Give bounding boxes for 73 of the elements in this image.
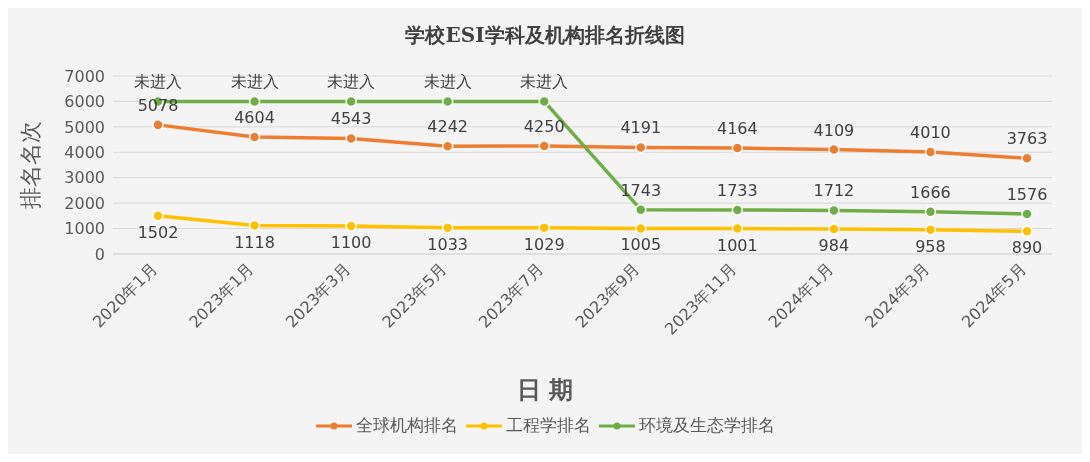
point (1021, 225, 1033, 238)
point (731, 142, 744, 154)
data-label: 4109 (813, 120, 855, 140)
point (924, 205, 937, 218)
y-tick-label: 2000 (64, 193, 105, 213)
data-label: 1502 (137, 222, 179, 242)
point (152, 210, 164, 222)
point (924, 146, 937, 158)
y-axis-title: 排名名次 (17, 121, 43, 209)
data-label: 3763 (1006, 129, 1048, 149)
point (152, 119, 164, 131)
data-label: 1001 (716, 235, 758, 255)
point (731, 204, 744, 216)
data-label: 1666 (910, 182, 951, 202)
point (828, 143, 840, 156)
data-label: 1005 (620, 235, 662, 255)
data-label: 未进入 (134, 72, 182, 92)
point (924, 223, 937, 236)
data-label: 1733 (716, 180, 758, 200)
point (345, 132, 357, 145)
point (441, 140, 454, 152)
y-tick-label: 1000 (64, 219, 105, 239)
data-label: 4543 (330, 109, 372, 129)
legend-label: 环境及生态学排名 (638, 414, 775, 437)
data-label: 4242 (427, 117, 469, 137)
y-tick-label: 4000 (64, 142, 105, 162)
data-label: 1712 (813, 181, 855, 201)
data-label: 4010 (910, 123, 951, 143)
point (635, 141, 647, 154)
point (538, 140, 550, 152)
point (248, 219, 261, 232)
point (248, 131, 261, 143)
data-label: 未进入 (327, 72, 376, 92)
point (828, 204, 840, 217)
point (441, 95, 454, 108)
point (538, 95, 550, 108)
y-tick-label: 5000 (64, 117, 105, 137)
point (1021, 152, 1033, 165)
point (731, 222, 744, 235)
data-label: 未进入 (230, 72, 279, 92)
data-label: 1029 (523, 234, 565, 254)
data-label: 1576 (1006, 184, 1048, 204)
legend-label: 工程学排名 (505, 414, 591, 437)
chart-title: 学校ESI学科及机构排名折线图 (404, 22, 686, 49)
data-label: 5078 (137, 95, 179, 115)
data-label: 未进入 (423, 72, 472, 92)
x-axis-title: 日 期 (515, 374, 575, 406)
data-label: 4191 (620, 118, 662, 138)
data-label: 890 (1011, 238, 1043, 258)
point (538, 222, 550, 234)
point (635, 222, 647, 235)
point (248, 95, 261, 108)
point (441, 221, 454, 234)
point (345, 220, 357, 232)
point (828, 223, 840, 235)
data-label: 1033 (427, 234, 469, 254)
point (345, 95, 357, 108)
y-tick-label: 0 (94, 244, 105, 264)
y-tick-label: 7000 (64, 66, 105, 86)
data-label: 未进入 (520, 72, 569, 92)
data-label: 4250 (523, 116, 565, 136)
y-tick-label: 3000 (64, 168, 105, 188)
point (1021, 208, 1033, 220)
data-label: 4604 (234, 107, 275, 127)
point (635, 203, 647, 216)
legend-label: 全球机构排名 (355, 414, 458, 437)
y-tick-label: 6000 (64, 92, 105, 112)
data-label: 1100 (330, 233, 372, 253)
data-label: 1118 (234, 232, 275, 252)
data-label: 958 (915, 236, 946, 256)
data-label: 4164 (716, 119, 758, 139)
data-label: 984 (818, 235, 850, 255)
data-label: 1743 (620, 180, 662, 200)
